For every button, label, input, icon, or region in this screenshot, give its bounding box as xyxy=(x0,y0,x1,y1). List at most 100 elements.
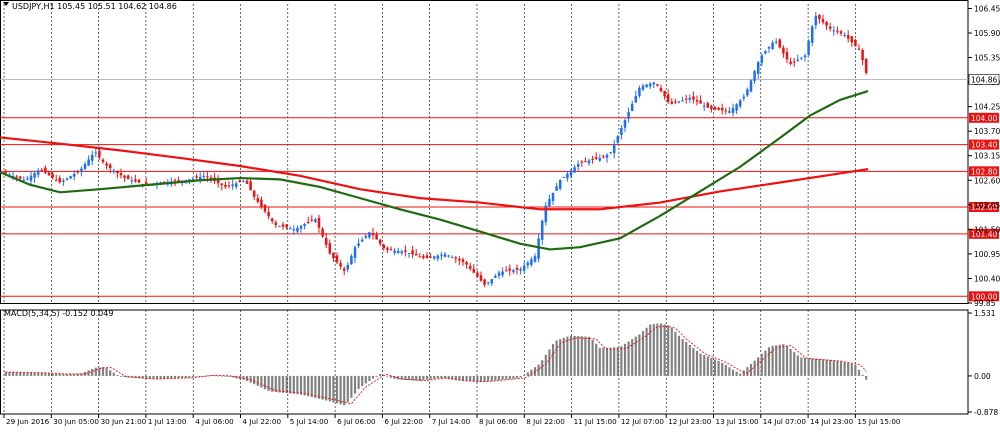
macd-bar xyxy=(458,375,461,381)
macd-bar xyxy=(760,353,763,376)
macd-bar xyxy=(314,375,317,398)
candle xyxy=(123,175,126,178)
candle xyxy=(267,211,270,217)
candle xyxy=(688,97,692,100)
y-tick-label: 103.15 xyxy=(974,152,1000,161)
candle xyxy=(458,258,461,261)
current-price-label: 104.86 xyxy=(971,75,997,84)
x-tick-label: 12 Jul 23:00 xyxy=(668,417,712,426)
macd-bar xyxy=(389,375,393,378)
candle xyxy=(854,39,857,47)
candle xyxy=(537,238,540,259)
candle xyxy=(504,270,508,272)
candle xyxy=(162,181,166,183)
candle xyxy=(580,161,584,163)
macd-bar xyxy=(173,375,177,379)
candle xyxy=(346,264,350,270)
macd-bar xyxy=(425,375,429,380)
level-tag xyxy=(969,202,999,213)
candle xyxy=(72,173,76,177)
macd-bar xyxy=(508,375,511,380)
macd-bar xyxy=(775,345,778,376)
macd-bar xyxy=(659,323,663,376)
x-tick-label: 7 Jul 14:00 xyxy=(432,417,471,426)
level-tag xyxy=(969,291,999,302)
macd-bar xyxy=(541,360,544,376)
candle xyxy=(177,180,180,182)
macd-bar xyxy=(47,373,51,376)
candle xyxy=(789,61,792,64)
candle xyxy=(803,55,807,58)
candle xyxy=(602,156,605,158)
candle xyxy=(494,275,497,278)
x-tick-label: 4 Jul 06:00 xyxy=(195,417,234,426)
macd-bar xyxy=(443,375,447,379)
candle xyxy=(465,262,468,265)
candle xyxy=(436,255,440,259)
macd-bar xyxy=(148,375,151,380)
candle xyxy=(526,262,530,266)
candle xyxy=(224,184,227,187)
candle xyxy=(353,247,357,258)
sma-long-line xyxy=(0,136,869,211)
candle xyxy=(666,94,670,102)
macd-bar xyxy=(436,375,439,379)
macd-bar xyxy=(782,344,785,376)
candle xyxy=(220,183,224,186)
macd-bar xyxy=(40,372,43,376)
macd-bar xyxy=(231,375,234,378)
candle xyxy=(306,221,310,223)
candle xyxy=(627,111,630,119)
macd-bar xyxy=(638,334,641,376)
macd-bar xyxy=(839,361,843,376)
macd-bar xyxy=(191,375,195,378)
candle xyxy=(328,243,332,254)
macd-bar xyxy=(55,373,58,376)
candle xyxy=(681,100,684,102)
macd-bar xyxy=(98,367,101,376)
candle xyxy=(587,160,591,164)
macd-bar xyxy=(292,375,295,394)
candle xyxy=(594,157,598,159)
candle xyxy=(22,179,26,181)
macd-bar xyxy=(505,375,508,380)
candle xyxy=(461,259,465,262)
macd-bar xyxy=(238,375,241,379)
level-tag-label: 104.00 xyxy=(971,114,997,123)
candle xyxy=(634,95,638,103)
macd-bar xyxy=(854,364,857,376)
macd-bar xyxy=(501,375,504,380)
x-tick-label: 14 Jul 23:00 xyxy=(810,417,854,426)
macd-bar xyxy=(58,373,61,376)
candle xyxy=(566,173,569,179)
candle xyxy=(576,164,580,167)
macd-bar xyxy=(847,363,850,376)
candle xyxy=(285,224,288,228)
macd-bar xyxy=(332,375,335,403)
candle xyxy=(422,255,425,258)
candle xyxy=(40,169,44,171)
macd-bar xyxy=(706,356,709,376)
macd-bar xyxy=(397,375,400,380)
macd-bar xyxy=(811,358,814,376)
x-tick-label: 6 Jul 22:00 xyxy=(384,417,423,426)
candle xyxy=(396,250,400,254)
candle xyxy=(368,232,371,238)
macd-bar xyxy=(749,363,753,376)
candle xyxy=(756,62,760,74)
candle xyxy=(44,167,47,173)
macd-bar xyxy=(440,375,443,379)
candle xyxy=(638,87,641,97)
candle xyxy=(292,229,296,231)
price-panel-frame xyxy=(0,0,969,304)
macd-bar xyxy=(757,357,760,376)
candle xyxy=(227,185,231,187)
macd-bar xyxy=(407,375,411,381)
candle xyxy=(414,253,418,256)
candle xyxy=(864,58,868,73)
candle xyxy=(479,275,483,281)
candle xyxy=(695,100,699,102)
triangle-down-icon[interactable] xyxy=(3,2,9,6)
